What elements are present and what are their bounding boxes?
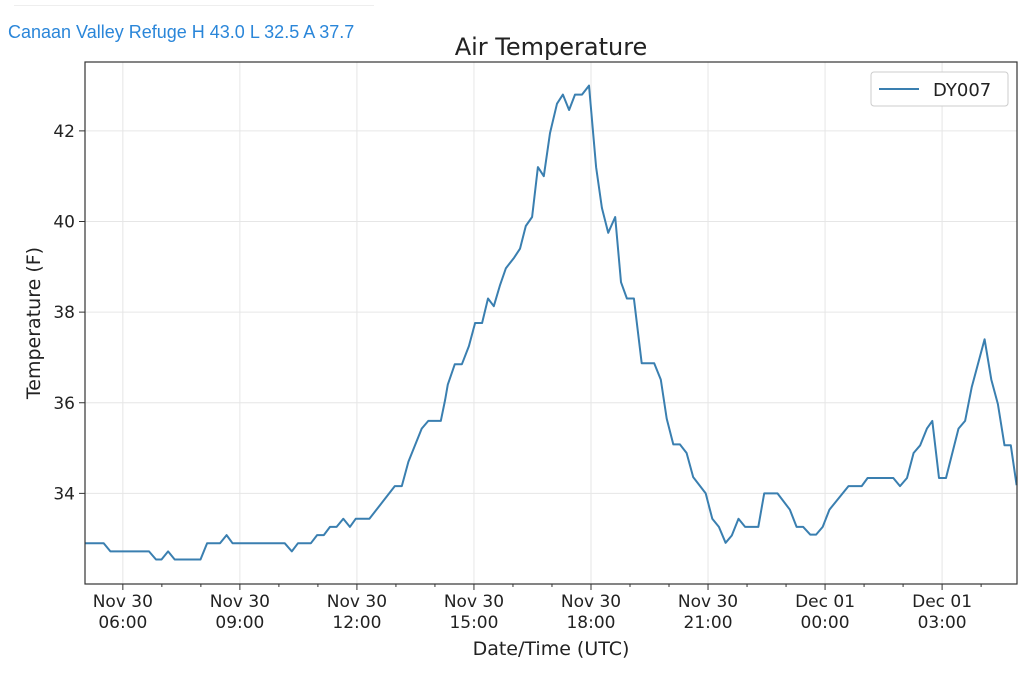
x-tick-label-time: 21:00 — [684, 613, 733, 633]
x-tick-label-date: Nov 30 — [444, 592, 504, 612]
x-tick-label-date: Nov 30 — [210, 592, 270, 612]
x-tick-label-date: Nov 30 — [93, 592, 153, 612]
x-tick-label-date: Nov 30 — [678, 592, 738, 612]
x-axis-label: Date/Time (UTC) — [473, 638, 630, 660]
x-tick-label-time: 09:00 — [215, 613, 264, 633]
chart-title: Air Temperature — [455, 33, 648, 61]
x-tick-label-time: 06:00 — [98, 613, 147, 633]
y-tick-label: 40 — [53, 213, 75, 233]
legend-label: DY007 — [933, 80, 991, 101]
plot-series — [85, 84, 1018, 561]
x-tick-label-date: Dec 01 — [912, 592, 972, 612]
top-divider — [14, 5, 374, 6]
legend-box — [870, 71, 1009, 107]
y-axis-label: Temperature (F) — [23, 247, 45, 400]
x-tick-label-time: 00:00 — [801, 613, 850, 633]
x-tick-label-date: Dec 01 — [795, 592, 855, 612]
y-tick-label: 38 — [53, 303, 75, 323]
legend: DY007 — [870, 71, 1009, 107]
plot-frame — [84, 61, 1018, 585]
x-tick-label-time: 12:00 — [332, 613, 381, 633]
x-tick-label-time: 15:00 — [449, 613, 498, 633]
y-axis-ticks: 34 36 38 40 42 — [53, 122, 85, 504]
grid — [85, 62, 1017, 584]
series-line-dy007 — [85, 84, 1018, 561]
y-tick-label: 34 — [53, 484, 75, 504]
y-tick-label: 42 — [53, 122, 75, 142]
x-tick-label-time: 03:00 — [918, 613, 967, 633]
x-tick-label-date: Nov 30 — [327, 592, 387, 612]
y-tick-label: 36 — [53, 394, 75, 414]
station-summary: Canaan Valley Refuge H 43.0 L 32.5 A 37.… — [8, 22, 355, 42]
x-tick-label-date: Nov 30 — [561, 592, 621, 612]
x-tick-label-time: 18:00 — [566, 613, 615, 633]
